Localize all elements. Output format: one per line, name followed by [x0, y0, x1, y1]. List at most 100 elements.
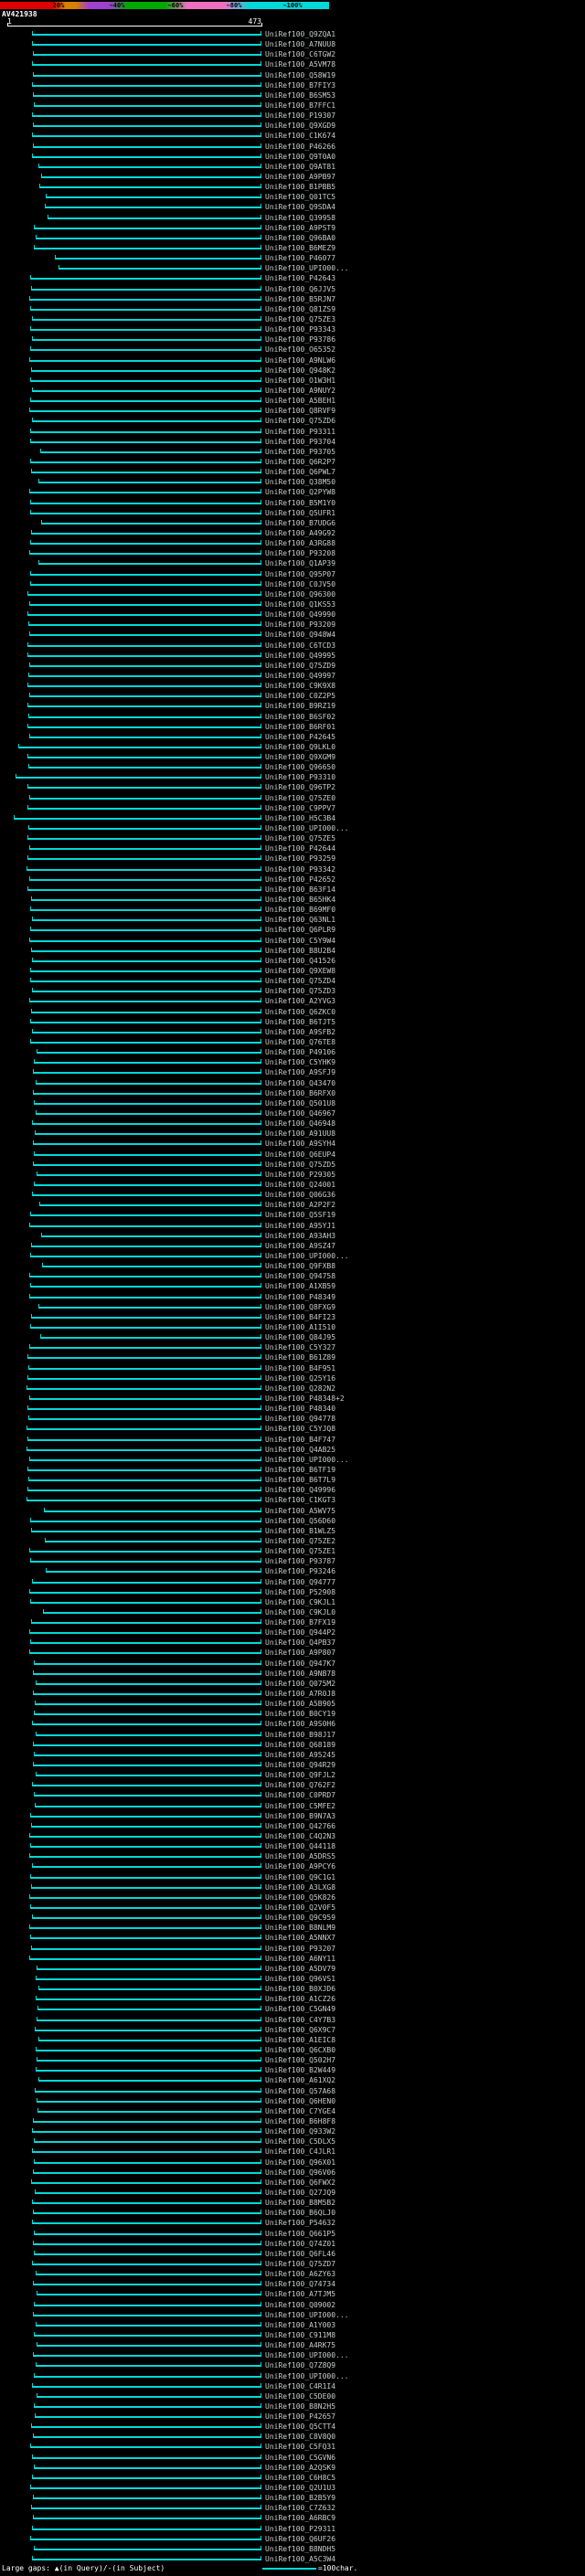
- hit-start-tick: [27, 1354, 28, 1360]
- hit-bar: [30, 2507, 262, 2510]
- hit-bar: [27, 838, 262, 841]
- hit-start-tick: [33, 102, 35, 107]
- hit-bar: [14, 817, 262, 820]
- hit-start-tick: [31, 2525, 33, 2530]
- hit-row: UniRef100_Q6JJV5: [0, 284, 585, 294]
- hit-row: UniRef100_Q6EUP4: [0, 1150, 585, 1160]
- hit-start-tick: [34, 2230, 36, 2235]
- hit-start-tick: [30, 2443, 32, 2449]
- hit-row: UniRef100_Q6PWL7: [0, 467, 585, 477]
- hit-label: UniRef100_A95YJ1: [265, 1221, 336, 1230]
- hit-row: UniRef100_Q74734: [0, 2279, 585, 2289]
- hit-row: UniRef100_Q76TE8: [0, 1037, 585, 1047]
- hit-bar: [29, 1296, 262, 1299]
- hit-row: UniRef100_B8NDH5: [0, 2544, 585, 2554]
- hit-label: UniRef100_Q43470: [265, 1078, 336, 1087]
- hit-bar: [32, 1123, 262, 1126]
- hit-bar: [32, 2242, 262, 2245]
- hit-bar: [30, 949, 262, 952]
- hit-row: UniRef100_Q06G36: [0, 1190, 585, 1200]
- ruler-left-tick: [7, 23, 8, 27]
- hit-label: UniRef100_Q94R29: [265, 1761, 336, 1769]
- hit-start-tick: [30, 1822, 32, 1828]
- hit-label: UniRef100_Q948K2: [265, 366, 336, 375]
- hit-label: UniRef100_A2YVG3: [265, 997, 336, 1006]
- hit-bar: [27, 1357, 262, 1360]
- hit-label: UniRef100_B1WLZ5: [265, 1526, 336, 1535]
- hit-label: UniRef100_P49106: [265, 1048, 336, 1057]
- hit-row: UniRef100_C5Y9W4: [0, 936, 585, 946]
- hit-bar: [30, 1245, 262, 1247]
- hit-bar: [29, 848, 262, 851]
- hit-start-tick: [30, 978, 32, 983]
- hit-row: UniRef100_Q075M2: [0, 1679, 585, 1689]
- hit-label: UniRef100_Q944P2: [265, 1628, 336, 1638]
- hit-bar: [32, 44, 262, 47]
- hit-start-tick: [29, 1629, 31, 1635]
- hit-start-tick: [38, 163, 40, 168]
- hit-row: UniRef100_Q6FWX2: [0, 2178, 585, 2188]
- hit-label: UniRef100_Q75ZE5: [265, 834, 336, 843]
- hit-start-tick: [29, 376, 31, 382]
- hit-row: UniRef100_A1I510: [0, 1322, 585, 1332]
- hit-label: UniRef100_B8N2H5: [265, 2401, 336, 2411]
- hit-label: UniRef100_P48340: [265, 1405, 336, 1414]
- hit-label: UniRef100_Q5SF19: [265, 1211, 336, 1220]
- hit-label: UniRef100_Q96VS1: [265, 1975, 336, 1983]
- hit-bar: [32, 389, 262, 392]
- hit-row: UniRef100_C5GN49: [0, 2004, 585, 2014]
- hit-start-tick: [33, 1069, 35, 1075]
- hit-label: UniRef100_Q39958: [265, 213, 336, 222]
- hit-label: UniRef100_C5MFE2: [265, 1801, 336, 1810]
- hit-label: UniRef100_Q6UF26: [265, 2534, 336, 2543]
- hit-start-tick: [29, 631, 31, 637]
- hit-bar: [34, 2304, 262, 2306]
- hit-start-tick: [33, 2250, 35, 2255]
- hit-row: UniRef100_A4RK75: [0, 2340, 585, 2350]
- hit-bar: [33, 145, 262, 148]
- hit-start-tick: [30, 438, 32, 443]
- hit-start-tick: [40, 174, 42, 178]
- hit-start-tick: [29, 1222, 31, 1227]
- hit-bar: [32, 319, 262, 321]
- hit-bar: [46, 196, 262, 199]
- hit-row: UniRef100_Q4PB37: [0, 1638, 585, 1648]
- hit-label: UniRef100_A5WV75: [265, 1506, 336, 1515]
- hit-bar: [27, 1468, 262, 1471]
- hit-row: UniRef100_Q43470: [0, 1078, 585, 1088]
- hit-bar: [39, 451, 262, 453]
- hit-row: UniRef100_C9PPV7: [0, 803, 585, 813]
- hit-label: UniRef100_Q6R2P7: [265, 457, 336, 466]
- hit-row: UniRef100_Q75ZE5: [0, 833, 585, 843]
- hit-row: UniRef100_Q81ZS9: [0, 304, 585, 314]
- hit-row: UniRef100_A5DV79: [0, 1964, 585, 1974]
- hit-label: UniRef100_A9SYH4: [265, 1140, 336, 1149]
- hit-label: UniRef100_Q7Z8Q9: [265, 2361, 336, 2370]
- hit-label: UniRef100_A6RBC9: [265, 2514, 336, 2523]
- hit-row: UniRef100_Q96TP2: [0, 782, 585, 792]
- hit-bar: [30, 899, 262, 901]
- hit-start-tick: [27, 672, 29, 677]
- hit-row: UniRef100_Q57A68: [0, 2086, 585, 2096]
- query-ruler-line: [7, 26, 262, 27]
- hit-start-tick: [33, 2331, 35, 2337]
- hit-row: UniRef100_B2W449: [0, 2065, 585, 2075]
- hit-start-tick: [29, 408, 31, 413]
- scale-legend-label: =100char.: [318, 2564, 358, 2572]
- hit-bar: [36, 2294, 262, 2296]
- hit-row: UniRef100_Q75ZD5: [0, 1160, 585, 1170]
- hit-row: UniRef100_Q9FXB8: [0, 1261, 585, 1271]
- hit-label: UniRef100_Q282N2: [265, 1383, 336, 1393]
- hit-row: UniRef100_Q94777: [0, 1577, 585, 1587]
- hit-start-tick: [30, 499, 32, 504]
- hit-row: UniRef100_Q1AP39: [0, 558, 585, 568]
- hit-label: UniRef100_Q81ZS9: [265, 304, 336, 313]
- scale-label-60: ~60%: [167, 2, 184, 9]
- hit-label: UniRef100_A1XB59: [265, 1282, 336, 1291]
- hit-label: UniRef100_C4Q2N3: [265, 1832, 336, 1840]
- hit-start-tick: [31, 336, 33, 342]
- hit-label: UniRef100_C6TCD3: [265, 641, 336, 650]
- hit-label: UniRef100_Q74734: [265, 2280, 336, 2289]
- hit-bar: [29, 1326, 262, 1329]
- hit-row: UniRef100_Q75ZE0: [0, 793, 585, 803]
